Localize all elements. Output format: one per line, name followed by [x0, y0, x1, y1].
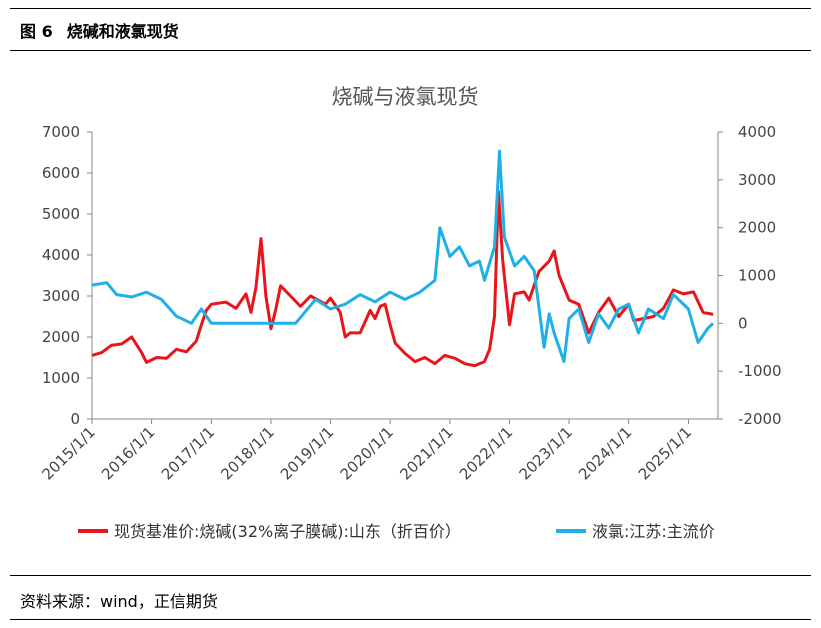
left-axis-tick-label: 2000	[42, 328, 80, 346]
x-axis-tick-label: 2016/1/1	[98, 423, 158, 483]
x-axis-tick-label: 2024/1/1	[575, 423, 635, 483]
x-axis-tick-label: 2015/1/1	[38, 423, 98, 483]
figure-number: 图 6	[20, 22, 53, 41]
right-axis-tick-label: 3000	[738, 171, 776, 189]
source-top-rule	[10, 575, 811, 576]
right-axis-tick-label: -1000	[738, 362, 782, 380]
series-line-2	[91, 149, 715, 364]
left-axis-tick-label: 0	[70, 410, 80, 428]
figure-header: 图 6 烧碱和液氯现货	[20, 18, 179, 42]
right-axis-tick-label: 4000	[738, 123, 776, 141]
right-axis-tick-label: 1000	[738, 267, 776, 285]
left-axis-tick-label: 1000	[42, 369, 80, 387]
x-axis-tick-label: 2021/1/1	[396, 423, 456, 483]
x-axis-tick-label: 2020/1/1	[337, 423, 397, 483]
header-rule	[10, 50, 811, 51]
right-axis-tick-label: -2000	[738, 410, 782, 428]
x-axis-tick-label: 2018/1/1	[217, 423, 277, 483]
left-axis-tick-label: 3000	[42, 287, 80, 305]
legend-label-1: 现货基准价:烧碱(32%离子膜碱):山东（折百价）	[114, 522, 461, 541]
right-axis-tick-label: 2000	[738, 219, 776, 237]
chart-title: 烧碱与液氯现货	[332, 85, 479, 109]
left-axis-tick-label: 5000	[42, 205, 80, 223]
figure-caption: 烧碱和液氯现货	[66, 22, 179, 41]
right-axis-tick-label: 0	[738, 314, 748, 332]
source-note: 资料来源：wind，正信期货	[20, 592, 218, 611]
left-axis-tick-label: 4000	[42, 246, 80, 264]
left-axis-tick-label: 6000	[42, 164, 80, 182]
legend-label-2: 液氯:江苏:主流价	[592, 522, 715, 541]
x-axis-tick-label: 2025/1/1	[635, 423, 695, 483]
bottom-rule	[10, 619, 811, 620]
x-axis-tick-label: 2019/1/1	[277, 423, 337, 483]
x-axis-tick-label: 2022/1/1	[456, 423, 516, 483]
x-axis-tick-label: 2023/1/1	[516, 423, 576, 483]
series-line-1	[91, 190, 714, 368]
left-axis-tick-label: 7000	[42, 123, 80, 141]
top-rule	[10, 8, 811, 9]
x-axis-tick-label: 2017/1/1	[158, 423, 218, 483]
